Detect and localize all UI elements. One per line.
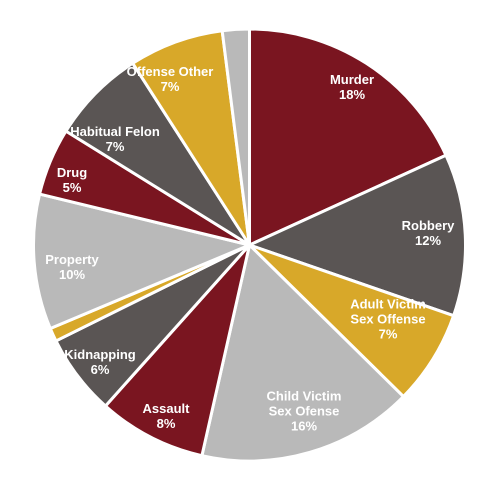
pie-slice — [248, 153, 467, 318]
slice-label: Sex Offense — [350, 311, 425, 326]
pie-slice — [103, 243, 251, 458]
slice-label: 10% — [59, 267, 85, 282]
pie-slices — [32, 27, 467, 463]
slice-label: Sex Ofense — [269, 403, 340, 418]
pie-slice — [248, 27, 448, 247]
slice-label: 16% — [291, 418, 317, 433]
slice-label: 6% — [91, 362, 110, 377]
slice-label: 7% — [106, 139, 125, 154]
slice-label: Child Victim — [267, 388, 342, 403]
pie-slice — [220, 27, 251, 247]
slice-label: 7% — [379, 326, 398, 341]
slice-label: 8% — [157, 416, 176, 431]
slice-label: Property — [45, 252, 99, 267]
slice-label: Habitual Felon — [70, 124, 160, 139]
slice-label: 12% — [415, 233, 441, 248]
slice-label: 18% — [339, 87, 365, 102]
slice-label: Offense Other — [127, 64, 214, 79]
slice-label: Kidnapping — [64, 347, 136, 362]
slice-label: 7% — [161, 79, 180, 94]
pie-slice — [32, 192, 251, 330]
slice-label: Adult Victim — [350, 296, 426, 311]
pie-slice — [200, 243, 405, 463]
slice-label: Drug — [57, 165, 87, 180]
slice-label: 5% — [63, 180, 82, 195]
slice-label: Robbery — [402, 218, 456, 233]
slice-label: Assault — [143, 401, 191, 416]
slice-label: Murder — [330, 72, 374, 87]
